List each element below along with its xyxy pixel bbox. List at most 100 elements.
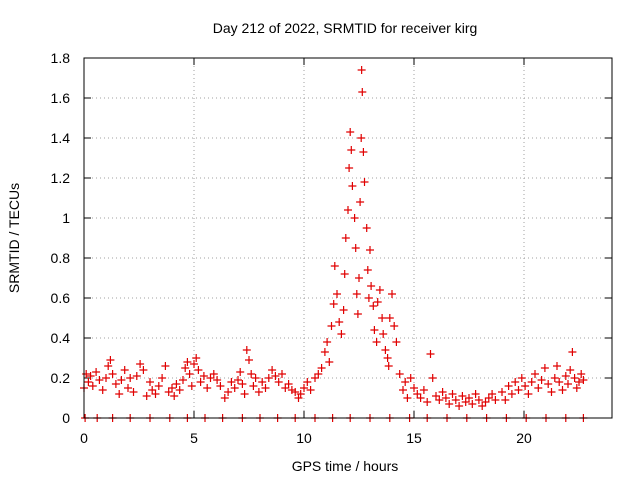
data-point <box>383 354 392 362</box>
data-point <box>392 338 401 346</box>
data-point <box>531 370 539 378</box>
data-point <box>271 372 280 380</box>
data-point <box>268 366 277 374</box>
data-point <box>488 390 497 398</box>
data-point <box>381 346 390 354</box>
data-point <box>372 338 381 346</box>
data-point <box>572 384 581 392</box>
y-tick-label: 0.6 <box>51 290 71 306</box>
data-point <box>284 380 293 388</box>
data-point <box>323 338 332 346</box>
data-point <box>360 178 369 186</box>
data-point <box>353 310 362 318</box>
data-point <box>124 384 132 392</box>
data-point <box>311 374 319 382</box>
data-point <box>220 394 229 402</box>
data-point <box>369 302 378 310</box>
data-point <box>521 382 530 390</box>
data-point <box>247 370 256 378</box>
data-point <box>102 374 110 382</box>
data-point <box>86 372 95 380</box>
data-point <box>455 402 464 410</box>
data-point <box>416 394 425 402</box>
x-tick-label: 15 <box>406 430 422 446</box>
data-point <box>564 380 572 388</box>
data-point <box>300 384 308 392</box>
data-point <box>498 388 506 396</box>
data-point <box>395 370 404 378</box>
data-point <box>251 374 260 382</box>
data-point <box>98 386 107 394</box>
data-point <box>161 362 170 370</box>
data-point <box>491 396 500 404</box>
data-point <box>540 364 549 372</box>
chart-title: Day 212 of 2022, SRMTID for receiver kir… <box>213 20 478 36</box>
data-point <box>511 378 520 386</box>
data-point <box>524 390 533 398</box>
data-point <box>330 262 339 270</box>
data-point <box>406 374 415 382</box>
y-tick-label: 1.8 <box>51 50 71 66</box>
data-point <box>199 372 208 380</box>
data-point <box>419 386 428 394</box>
data-point <box>158 374 167 382</box>
data-point <box>254 388 263 396</box>
data-point <box>378 314 387 322</box>
data-point <box>550 374 559 382</box>
data-point <box>410 384 418 392</box>
data-point <box>390 322 399 330</box>
data-point <box>348 182 357 190</box>
data-point <box>148 386 157 394</box>
data-point <box>146 378 154 386</box>
data-point <box>181 364 190 372</box>
data-point <box>206 374 215 382</box>
data-point <box>242 346 251 354</box>
y-tick-label: 1.4 <box>51 130 71 146</box>
data-point <box>120 366 129 374</box>
data-point <box>428 374 437 382</box>
data-point <box>465 394 473 402</box>
data-point <box>327 322 336 330</box>
data-point <box>261 384 270 392</box>
data-point <box>314 370 323 378</box>
data-point <box>458 392 467 400</box>
data-point <box>553 362 561 370</box>
x-tick-label: 5 <box>190 430 198 446</box>
data-point <box>445 400 454 408</box>
data-point <box>451 396 460 404</box>
data-point <box>88 382 97 390</box>
data-point <box>478 402 487 410</box>
data-point <box>230 384 239 392</box>
y-tick-label: 1 <box>62 210 70 226</box>
data-point <box>190 360 198 368</box>
data-point <box>317 364 326 372</box>
data-point <box>209 370 218 378</box>
data-point <box>296 390 305 398</box>
data-point <box>401 378 410 386</box>
data-point <box>179 376 187 384</box>
data-point <box>82 370 91 378</box>
data-point <box>170 392 179 400</box>
data-point <box>537 376 546 384</box>
data-point <box>111 380 120 388</box>
data-point <box>362 224 371 232</box>
data-point <box>192 354 201 362</box>
y-tick-label: 0.8 <box>51 250 71 266</box>
plot-frame <box>83 57 613 419</box>
data-point <box>558 386 567 394</box>
data-point <box>224 388 233 396</box>
x-tick-label: 20 <box>516 430 532 446</box>
x-axis-label: GPS time / hours <box>292 458 399 474</box>
data-point <box>132 372 141 380</box>
data-point <box>104 362 113 370</box>
data-point <box>370 326 379 334</box>
data-point <box>413 390 422 398</box>
x-tick-label: 0 <box>80 430 88 446</box>
data-point <box>213 376 222 384</box>
data-point <box>187 382 196 390</box>
data-point <box>346 128 355 136</box>
data-point <box>474 396 483 404</box>
data-point <box>561 372 570 380</box>
data-point <box>340 270 349 278</box>
data-point <box>344 206 352 214</box>
